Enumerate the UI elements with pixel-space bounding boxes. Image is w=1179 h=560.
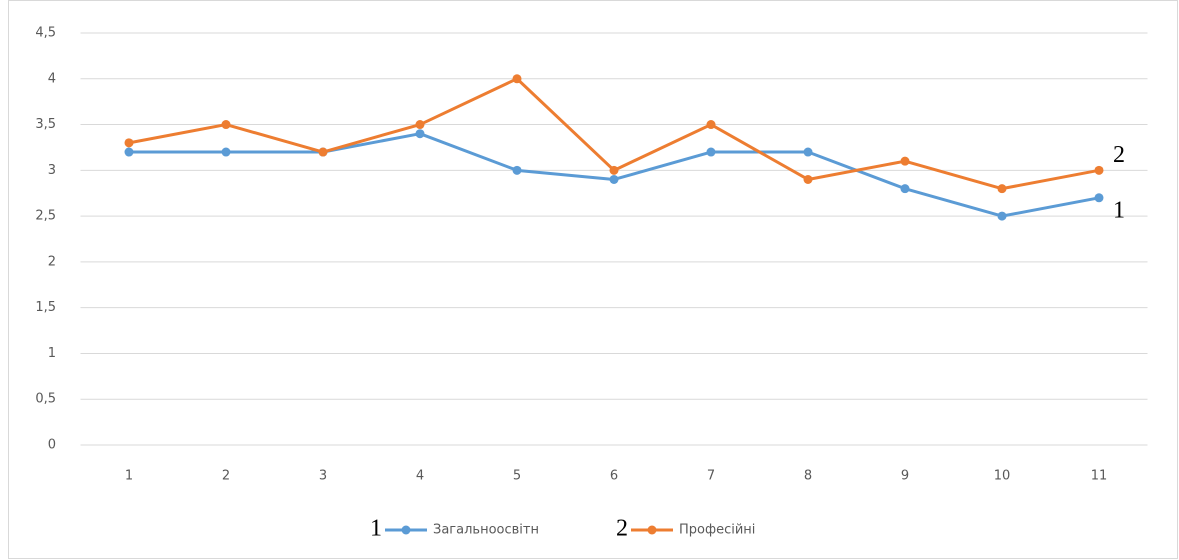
y-tick-label: 2,5: [35, 209, 56, 224]
y-tick-label: 0,5: [35, 392, 56, 407]
legend-marker: [401, 525, 411, 535]
legend-number: 2: [616, 516, 628, 542]
point: [706, 147, 716, 157]
point: [997, 184, 1007, 194]
y-tick-label: 1: [48, 346, 56, 361]
point: [512, 74, 522, 84]
point: [221, 120, 231, 130]
x-tick-label: 8: [804, 469, 812, 484]
point: [318, 147, 328, 157]
legend-number: 1: [370, 516, 382, 542]
y-tick-label: 4: [48, 71, 56, 86]
point: [1094, 193, 1104, 203]
x-tick-label: 9: [901, 469, 909, 484]
legend-label: Професійні: [679, 523, 755, 538]
y-tick-label: 3: [48, 163, 56, 178]
point: [900, 156, 910, 166]
point: [803, 174, 813, 184]
point: [512, 165, 522, 175]
y-tick-label: 4,5: [35, 26, 56, 41]
point: [124, 147, 134, 157]
x-tick-label: 4: [416, 469, 424, 484]
x-tick-label: 1: [125, 469, 133, 484]
point: [609, 165, 619, 175]
point: [803, 147, 813, 157]
x-tick-label: 6: [610, 469, 618, 484]
point: [706, 120, 716, 130]
y-tick-label: 3,5: [35, 117, 56, 132]
legend-marker: [647, 525, 657, 535]
point: [1094, 165, 1104, 175]
chart-border: [8, 0, 1178, 559]
legend-label: Загальноосвітн: [433, 523, 539, 538]
point: [997, 211, 1007, 221]
x-tick-label: 5: [513, 469, 521, 484]
point: [415, 129, 425, 139]
x-tick-label: 3: [319, 469, 327, 484]
point: [900, 184, 910, 194]
x-tick-label: 11: [1091, 469, 1108, 484]
point: [221, 147, 231, 157]
point: [124, 138, 134, 148]
series-number: 2: [1113, 142, 1125, 168]
y-tick-label: 2: [48, 254, 56, 269]
point: [609, 174, 619, 184]
series-number: 1: [1113, 197, 1125, 223]
point: [415, 120, 425, 130]
x-tick-label: 10: [994, 469, 1011, 484]
x-tick-label: 7: [707, 469, 715, 484]
x-tick-label: 2: [222, 469, 230, 484]
y-tick-label: 0: [48, 438, 56, 453]
y-tick-label: 1,5: [35, 300, 56, 315]
